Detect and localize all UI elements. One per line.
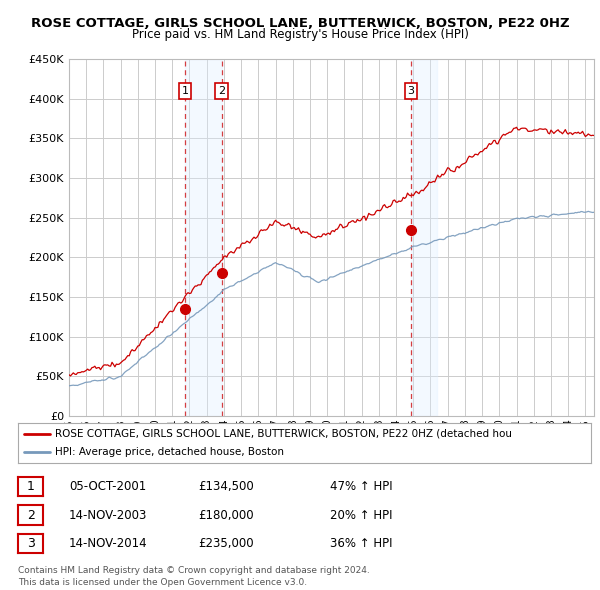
Text: HPI: Average price, detached house, Boston: HPI: Average price, detached house, Bost… [55,447,284,457]
Text: Contains HM Land Registry data © Crown copyright and database right 2024.
This d: Contains HM Land Registry data © Crown c… [18,566,370,587]
Text: 47% ↑ HPI: 47% ↑ HPI [330,480,392,493]
Text: 14-NOV-2014: 14-NOV-2014 [69,537,148,550]
Text: 05-OCT-2001: 05-OCT-2001 [69,480,146,493]
Text: £134,500: £134,500 [198,480,254,493]
Text: 1: 1 [182,86,188,96]
Text: ROSE COTTAGE, GIRLS SCHOOL LANE, BUTTERWICK, BOSTON, PE22 0HZ (detached hou: ROSE COTTAGE, GIRLS SCHOOL LANE, BUTTERW… [55,429,512,439]
Text: £180,000: £180,000 [198,509,254,522]
Text: 14-NOV-2003: 14-NOV-2003 [69,509,148,522]
Bar [411,59,437,416]
Text: 1: 1 [26,480,35,493]
Bar [185,59,221,416]
Text: 3: 3 [407,86,415,96]
Text: £235,000: £235,000 [198,537,254,550]
Text: 36% ↑ HPI: 36% ↑ HPI [330,537,392,550]
Text: 2: 2 [218,86,225,96]
Text: 20% ↑ HPI: 20% ↑ HPI [330,509,392,522]
Text: 2: 2 [26,509,35,522]
Text: 3: 3 [26,537,35,550]
Text: Price paid vs. HM Land Registry's House Price Index (HPI): Price paid vs. HM Land Registry's House … [131,28,469,41]
Text: ROSE COTTAGE, GIRLS SCHOOL LANE, BUTTERWICK, BOSTON, PE22 0HZ: ROSE COTTAGE, GIRLS SCHOOL LANE, BUTTERW… [31,17,569,30]
